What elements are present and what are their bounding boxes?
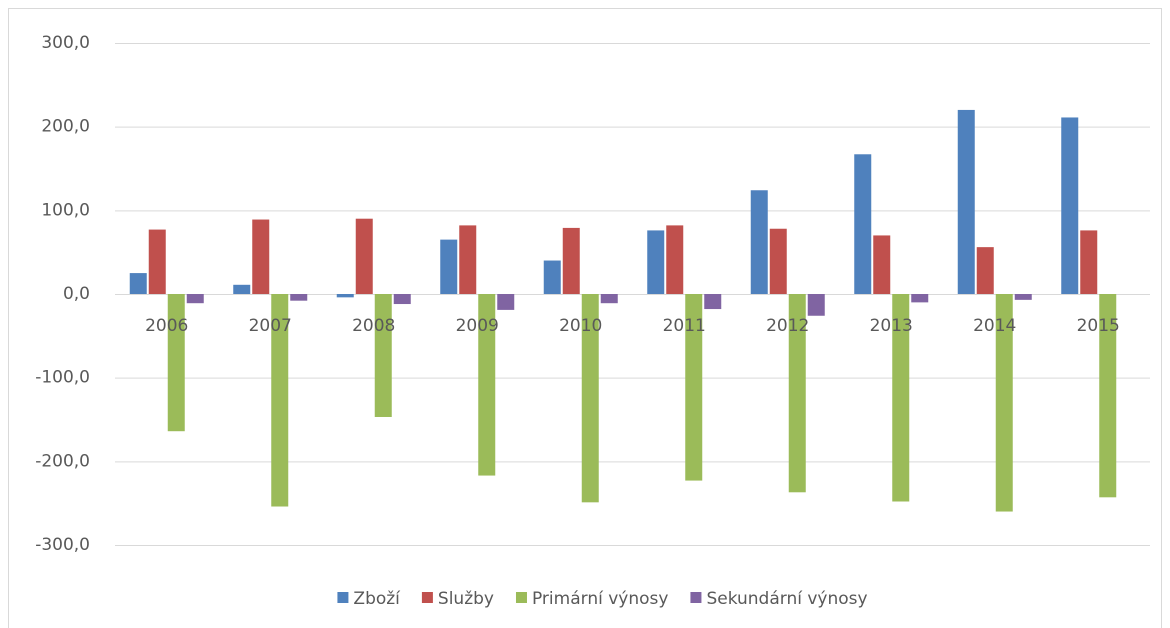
bar — [252, 219, 270, 294]
bar — [750, 190, 768, 294]
bar — [769, 228, 787, 294]
legend-label: Služby — [438, 589, 494, 609]
bar — [355, 218, 373, 294]
x-tick-label: 2007 — [249, 316, 292, 336]
y-tick-label: 200,0 — [41, 117, 90, 137]
bar — [1061, 117, 1079, 294]
bar — [911, 294, 929, 303]
x-tick-label: 2013 — [870, 316, 913, 336]
bar — [854, 154, 872, 294]
x-tick-label: 2010 — [559, 316, 602, 336]
y-tick-label: 300,0 — [41, 33, 90, 53]
bar — [478, 294, 496, 476]
bar — [666, 225, 684, 294]
bar — [892, 294, 910, 502]
bar — [186, 294, 204, 304]
bar — [290, 294, 308, 301]
x-tick-label: 2006 — [145, 316, 188, 336]
bar — [167, 294, 185, 432]
bar — [788, 294, 806, 493]
bar — [957, 109, 975, 294]
bar — [873, 235, 891, 294]
y-tick-label: -100,0 — [35, 368, 90, 388]
x-tick-label: 2009 — [456, 316, 499, 336]
y-tick-label: 0,0 — [63, 284, 90, 304]
x-tick-label: 2012 — [766, 316, 809, 336]
legend-swatch — [690, 592, 702, 603]
bar — [562, 227, 580, 294]
y-tick-label: -300,0 — [35, 535, 90, 555]
bar — [543, 260, 561, 294]
bar — [995, 294, 1013, 512]
bar — [600, 294, 618, 304]
legend-label: Sekundární výnosy — [706, 589, 867, 609]
bar — [1099, 294, 1117, 498]
bar — [685, 294, 703, 481]
x-tick-label: 2011 — [663, 316, 706, 336]
bar — [440, 239, 458, 294]
bar — [976, 247, 994, 294]
x-tick-label: 2008 — [352, 316, 395, 336]
bar — [581, 294, 599, 503]
legend-swatch — [337, 592, 349, 603]
bar — [336, 294, 354, 298]
legend-label: Primární výnosy — [532, 589, 668, 609]
legend-label: Zboží — [353, 589, 401, 609]
bar — [233, 284, 251, 294]
y-tick-label: -200,0 — [35, 451, 90, 471]
bar — [148, 229, 166, 294]
bar — [459, 225, 477, 294]
legend-swatch — [515, 592, 527, 603]
bar — [1080, 230, 1098, 294]
bar — [1014, 294, 1032, 300]
bar — [497, 294, 515, 310]
bar — [374, 294, 392, 417]
bar — [704, 294, 722, 310]
bar — [807, 294, 825, 316]
bar — [393, 294, 411, 305]
x-tick-label: 2015 — [1077, 316, 1120, 336]
bar — [647, 230, 665, 294]
y-tick-label: 100,0 — [41, 200, 90, 220]
legend-swatch — [421, 592, 433, 603]
bar — [271, 294, 289, 507]
x-tick-label: 2014 — [973, 316, 1016, 336]
bar — [129, 273, 147, 294]
